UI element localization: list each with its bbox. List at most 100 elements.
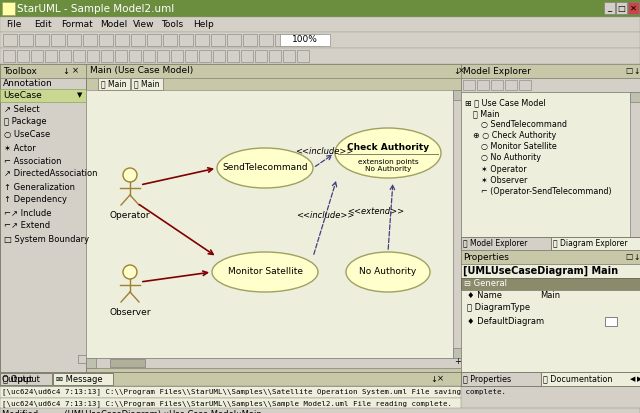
Text: Tools: Tools xyxy=(161,20,183,29)
Bar xyxy=(297,50,309,62)
Bar xyxy=(195,34,209,46)
Bar xyxy=(171,50,183,62)
Bar xyxy=(179,34,193,46)
Text: ♦ Name: ♦ Name xyxy=(467,290,502,299)
Text: ○ Monitor Satellite: ○ Monitor Satellite xyxy=(481,142,557,152)
Text: ○ No Authority: ○ No Authority xyxy=(481,154,541,162)
Circle shape xyxy=(123,265,137,279)
Bar xyxy=(461,78,640,92)
Bar xyxy=(461,264,640,278)
Text: □: □ xyxy=(618,3,625,12)
Text: ♦ DefaultDiagram: ♦ DefaultDiagram xyxy=(467,316,544,325)
Bar xyxy=(78,355,86,363)
Bar xyxy=(461,278,640,290)
Text: 🗒 Model Explorer: 🗒 Model Explorer xyxy=(463,239,527,248)
Text: ×: × xyxy=(458,66,465,76)
Text: Main (Use Case Model): Main (Use Case Model) xyxy=(90,66,193,76)
Text: 🗒 Main: 🗒 Main xyxy=(134,79,159,88)
Bar xyxy=(280,34,330,46)
Bar xyxy=(291,34,305,46)
Bar xyxy=(83,34,97,46)
Text: ↓: ↓ xyxy=(633,252,639,261)
Bar xyxy=(115,34,129,46)
Text: ⌐↗ Extend: ⌐↗ Extend xyxy=(4,221,50,230)
Bar xyxy=(477,80,489,90)
Text: +: + xyxy=(454,358,461,366)
Text: ◀: ◀ xyxy=(630,376,636,382)
Bar xyxy=(0,64,86,372)
Bar xyxy=(241,50,253,62)
Bar xyxy=(163,34,177,46)
Bar xyxy=(31,50,43,62)
Bar xyxy=(0,373,52,385)
Text: ⌐ (Operator-SendTelecommand): ⌐ (Operator-SendTelecommand) xyxy=(481,187,612,195)
Bar xyxy=(227,50,239,62)
Bar xyxy=(99,34,113,46)
Bar xyxy=(86,358,461,368)
Bar xyxy=(3,50,15,62)
Text: ↓: ↓ xyxy=(453,66,460,76)
Text: UseCase: UseCase xyxy=(3,91,42,100)
Bar xyxy=(87,50,99,62)
Text: Model Explorer: Model Explorer xyxy=(463,66,531,76)
Text: 🏠 Properties: 🏠 Properties xyxy=(463,375,511,384)
Bar xyxy=(453,90,461,100)
Text: ▼: ▼ xyxy=(77,93,83,98)
Text: ↓: ↓ xyxy=(633,66,639,76)
Text: 100%: 100% xyxy=(292,36,318,45)
Bar xyxy=(0,48,640,64)
Text: Check Authority: Check Authority xyxy=(347,142,429,152)
Text: ○ SendTelecommand: ○ SendTelecommand xyxy=(481,121,567,130)
Text: File: File xyxy=(6,20,21,29)
Bar xyxy=(73,50,85,62)
Text: ▶: ▶ xyxy=(637,376,640,382)
Circle shape xyxy=(123,168,137,182)
Bar xyxy=(616,2,627,14)
Text: Format: Format xyxy=(61,20,93,29)
Ellipse shape xyxy=(346,252,430,292)
Bar xyxy=(35,34,49,46)
Bar xyxy=(143,50,155,62)
Text: ↑ Dependency: ↑ Dependency xyxy=(4,195,67,204)
Text: [\uc624\ud6c4 7:13:13] C:\\Program Files\\StarUML\\Samples\\Sample Model2.uml Fi: [\uc624\ud6c4 7:13:13] C:\\Program Files… xyxy=(2,401,452,407)
Bar xyxy=(453,348,461,358)
Text: ⊕ ○ Check Authority: ⊕ ○ Check Authority xyxy=(473,131,556,140)
Text: ⌐↗ Include: ⌐↗ Include xyxy=(4,209,51,218)
Text: Output: Output xyxy=(2,375,33,384)
Text: 📁 Package: 📁 Package xyxy=(4,118,47,126)
Text: Help: Help xyxy=(194,20,214,29)
Text: ✕: ✕ xyxy=(630,3,637,12)
Bar xyxy=(461,237,551,250)
Bar xyxy=(259,34,273,46)
Text: Properties: Properties xyxy=(463,252,509,261)
Bar xyxy=(453,90,461,358)
Bar xyxy=(185,50,197,62)
Text: ↑ Generalization: ↑ Generalization xyxy=(4,183,75,192)
Bar xyxy=(131,78,163,90)
Text: Modified          (UMLUseCaseDiagram) ::Use Case Model::Main: Modified (UMLUseCaseDiagram) ::Use Case … xyxy=(2,410,262,413)
Text: 🔒 DiagramType: 🔒 DiagramType xyxy=(467,304,530,313)
Text: ⊞ 📁 Use Case Model: ⊞ 📁 Use Case Model xyxy=(465,98,546,107)
Text: Operator: Operator xyxy=(109,211,150,220)
Text: ↗ DirectedAssociation: ↗ DirectedAssociation xyxy=(4,169,97,178)
Text: 🗒 Output: 🗒 Output xyxy=(3,375,40,384)
Ellipse shape xyxy=(335,128,441,178)
Bar xyxy=(604,2,615,14)
Bar xyxy=(17,50,29,62)
Text: Annotation: Annotation xyxy=(3,79,52,88)
Bar xyxy=(463,80,475,90)
Bar xyxy=(3,34,17,46)
Text: ✉ Message: ✉ Message xyxy=(56,375,102,384)
Bar xyxy=(0,398,461,410)
Bar xyxy=(491,80,503,90)
Bar xyxy=(628,2,639,14)
Bar xyxy=(213,50,225,62)
Bar xyxy=(115,50,127,62)
Text: 🗒 Main: 🗒 Main xyxy=(101,79,127,88)
Text: ⌐ Association: ⌐ Association xyxy=(4,157,61,166)
Bar xyxy=(86,358,96,368)
Bar xyxy=(101,50,113,62)
Bar xyxy=(0,17,640,32)
Bar xyxy=(519,80,531,90)
Bar xyxy=(461,64,640,78)
